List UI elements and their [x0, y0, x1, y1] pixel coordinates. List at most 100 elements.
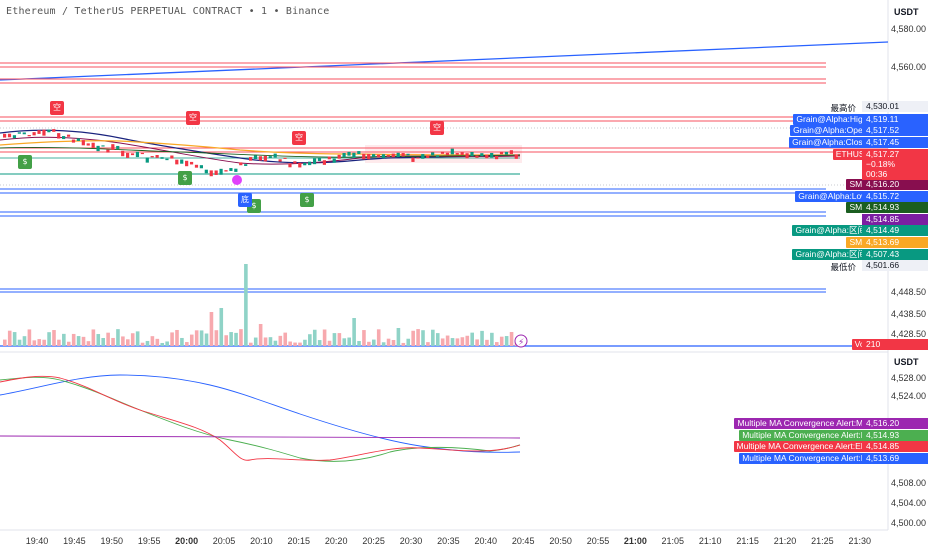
lightning-icon — [514, 334, 528, 348]
volume-bar — [440, 338, 445, 346]
price-tick: 4,560.00 — [890, 62, 926, 72]
candle — [421, 154, 425, 159]
candle — [303, 162, 307, 166]
time-tick: 20:40 — [474, 536, 498, 546]
volume-bar — [421, 330, 425, 346]
candle — [57, 133, 61, 139]
lower-tick: 4,508.00 — [890, 478, 926, 488]
ma-alert-tag-name[interactable]: Multiple MA Convergence Alert:MA200 — [734, 418, 886, 429]
volume-bar — [490, 332, 494, 346]
ma-alert-tag-name[interactable]: Multiple MA Convergence Alert:MA20 — [739, 430, 886, 441]
volume-bar — [52, 330, 56, 346]
candle — [160, 157, 164, 159]
volume-bar — [273, 340, 278, 346]
candle — [199, 165, 203, 169]
bottom-marker[interactable]: 底 — [238, 193, 252, 207]
volume-bar — [22, 336, 27, 346]
sell-marker[interactable]: 空 — [50, 101, 64, 115]
time-tick: 21:15 — [736, 536, 759, 546]
candle — [155, 154, 159, 158]
candle — [47, 129, 51, 133]
volume-bar — [347, 337, 351, 346]
candle — [268, 156, 272, 159]
volume-bar — [308, 334, 312, 346]
candle — [22, 132, 26, 135]
ma-alert-tag-name[interactable]: Multiple MA Convergence Alert:EMA15 — [733, 441, 886, 452]
indicator-tag-name[interactable]: ETHUSDT.P — [832, 149, 886, 160]
candle — [386, 155, 390, 157]
volume-bar — [322, 329, 327, 346]
candle — [293, 161, 297, 164]
price-tick: 4,428.50 — [890, 329, 926, 339]
volume-bar — [367, 341, 371, 346]
candle — [401, 153, 405, 157]
indicator-tag-name[interactable]: Grain@Alpha:Close line — [789, 137, 886, 148]
candle — [308, 161, 312, 166]
candle — [445, 152, 449, 156]
volume-bar — [96, 334, 101, 346]
volume-bar — [224, 335, 228, 346]
indicator-tag-value: 4,514.85 — [862, 214, 928, 225]
volume-bar — [396, 328, 401, 346]
candle — [17, 132, 21, 134]
time-tick: 20:20 — [324, 536, 348, 546]
volume-bar — [66, 341, 71, 346]
ma-alert-tag-name[interactable]: Multiple MA Convergence Alert:MA50 — [739, 453, 886, 464]
sell-marker[interactable]: 空 — [186, 111, 200, 125]
price-axis-unit: USDT — [894, 7, 919, 17]
volume-bar — [411, 330, 415, 346]
volume-bar — [283, 332, 288, 346]
volume-bar — [175, 329, 179, 346]
volume-bar — [204, 333, 209, 346]
buy-marker[interactable]: $ — [300, 193, 314, 207]
sell-marker[interactable]: 空 — [292, 131, 306, 145]
volume-bar — [135, 331, 140, 346]
indicator-tag-name[interactable]: Grain@Alpha:区间低点 — [792, 249, 886, 260]
volume-bar — [145, 340, 150, 346]
volume-bar — [62, 333, 66, 346]
buy-marker[interactable]: $ — [178, 171, 192, 185]
candle — [357, 151, 361, 154]
indicator-tag-name[interactable]: Grain@Alpha:区间高点 — [792, 225, 886, 236]
volume-bar — [209, 312, 214, 346]
lower-tick: 4,504.00 — [890, 498, 926, 508]
price-tick: 4,448.50 — [890, 287, 926, 297]
candle — [140, 152, 144, 155]
candle — [495, 155, 499, 160]
candle — [431, 152, 435, 156]
volume-bar — [376, 329, 381, 346]
volume-bar — [455, 338, 460, 346]
signal-dot — [232, 175, 242, 185]
volume-bar — [185, 342, 189, 346]
volume-bar — [91, 329, 96, 346]
indicator-tag-name[interactable]: Grain@Alpha:Open line — [790, 125, 886, 136]
volume-bar — [116, 329, 120, 346]
buy-marker[interactable]: $ — [18, 155, 32, 169]
candle — [372, 154, 376, 157]
lower-tick: 4,500.00 — [890, 518, 926, 528]
volume-bar — [431, 329, 435, 346]
volume-bar — [268, 337, 273, 346]
volume-bar — [485, 339, 489, 346]
volume-bar — [401, 342, 406, 346]
volume-bar — [258, 324, 263, 346]
high-label: 最高价 — [830, 103, 856, 113]
indicator-tag-name[interactable]: Grain@Alpha:High line — [793, 114, 886, 125]
candle — [273, 153, 277, 158]
candle — [224, 170, 228, 172]
volume-bar — [386, 338, 391, 346]
candle — [470, 151, 474, 157]
candle — [81, 140, 85, 146]
indicator-tag-name[interactable]: Grain@Alpha:Low line — [795, 191, 886, 202]
candle — [509, 150, 513, 154]
indicator-tag-value: 4,519.11 — [862, 114, 928, 125]
candle — [347, 151, 351, 156]
low-label: 最低价 — [830, 262, 856, 272]
volume-bar — [391, 339, 396, 346]
candle — [175, 159, 179, 165]
sell-marker[interactable]: 空 — [430, 121, 444, 135]
volume-bar — [499, 336, 504, 346]
candle — [352, 152, 356, 158]
candle — [435, 155, 440, 157]
